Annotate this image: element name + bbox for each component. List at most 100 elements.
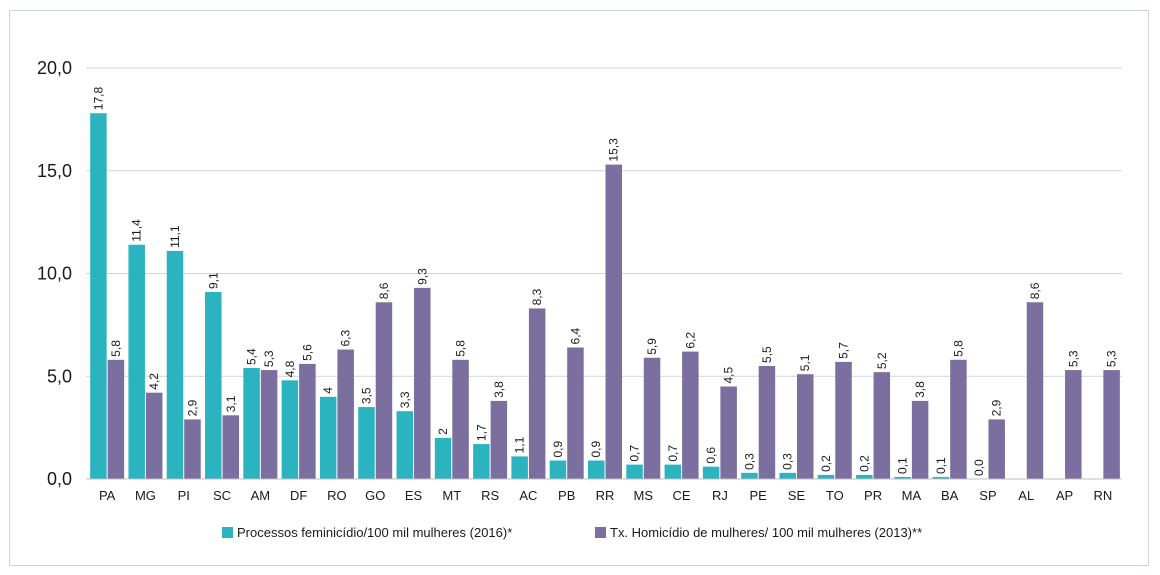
x-tick-label: CE (673, 488, 691, 503)
x-tick-label: MG (135, 488, 156, 503)
data-label: 0,1 (934, 457, 948, 474)
x-tick-label: BA (941, 488, 959, 503)
data-label: 5,1 (798, 354, 812, 371)
data-label: 3,8 (913, 381, 927, 398)
data-label: 17,8 (91, 87, 105, 111)
x-tick-label: ES (405, 488, 423, 503)
data-label: 6,4 (568, 327, 582, 344)
data-label: 5,3 (262, 350, 276, 367)
legend-swatch-homicidio (595, 527, 606, 538)
bar-homicidio-PA (107, 359, 125, 479)
y-tick-label: 15,0 (37, 161, 72, 181)
bar-feminicidio-SE (779, 472, 796, 479)
data-label: 5,2 (875, 352, 889, 369)
data-label: 8,6 (1028, 282, 1042, 299)
data-label: 11,1 (168, 225, 182, 248)
bar-feminicidio-PI (166, 250, 184, 479)
bar-feminicidio-PE (741, 472, 758, 479)
data-label: 3,3 (398, 391, 412, 408)
bar-feminicidio-GO (358, 407, 375, 479)
bar-homicidio-AP (1065, 370, 1082, 479)
x-tick-label: PA (99, 488, 116, 503)
x-tick-label: RJ (712, 488, 728, 503)
data-label: 3,5 (359, 387, 373, 404)
bar-feminicidio-DF (281, 380, 299, 479)
legend-label-feminicidio: Processos feminicídio/100 mil mulheres (… (237, 525, 512, 540)
x-tick-label: AC (519, 488, 537, 503)
bar-homicidio-RS (490, 400, 508, 479)
bar-homicidio-MA (911, 400, 929, 479)
data-label: 8,6 (377, 282, 391, 299)
y-tick-label: 0,0 (47, 469, 72, 489)
data-label: 0,7 (666, 445, 680, 462)
data-label: 0,0 (972, 459, 986, 476)
data-label: 4,2 (147, 373, 161, 390)
bar-homicidio-SC (222, 415, 240, 479)
x-tick-label: MT (442, 488, 461, 503)
legend-swatch-feminicidio (222, 527, 233, 538)
bar-homicidio-AC (528, 308, 546, 479)
x-tick-label: PR (864, 488, 882, 503)
data-label: 5,8 (109, 340, 123, 357)
data-label: 5,7 (837, 342, 851, 359)
data-label: 9,3 (415, 268, 429, 285)
bar-feminicidio-AM (243, 368, 260, 479)
bar-feminicidio-RS (473, 444, 490, 479)
data-label: 0,2 (819, 455, 833, 472)
bar-feminicidio-TO (817, 474, 835, 479)
x-tick-label: AM (251, 488, 271, 503)
data-label: 4 (321, 387, 335, 394)
x-tick-label: PI (178, 488, 190, 503)
data-label: 0,9 (589, 440, 603, 457)
bar-homicidio-AL (1026, 302, 1044, 479)
bar-homicidio-AM (260, 370, 278, 479)
data-label: 0,6 (704, 447, 718, 464)
data-label: 4,8 (283, 360, 297, 377)
data-label: 3,1 (224, 395, 238, 412)
bar-homicidio-GO (375, 302, 393, 479)
data-label: 15,3 (607, 138, 621, 162)
data-label: 5,9 (645, 338, 659, 355)
bar-homicidio-PE (758, 365, 776, 479)
data-label: 0,7 (628, 445, 642, 462)
bar-homicidio-MT (452, 359, 469, 479)
x-tick-label: RN (1093, 488, 1112, 503)
data-label: 2,9 (990, 399, 1004, 416)
bar-feminicidio-MG (128, 244, 145, 479)
x-tick-label: SP (979, 488, 996, 503)
data-label: 5,8 (454, 340, 468, 357)
x-tick-label: AL (1018, 488, 1034, 503)
bar-homicidio-BA (950, 359, 967, 479)
x-tick-label: PE (750, 488, 768, 503)
data-label: 0,9 (551, 440, 565, 457)
data-label: 2,9 (185, 399, 199, 416)
data-label: 5,3 (1105, 350, 1119, 367)
y-tick-label: 5,0 (47, 366, 72, 386)
x-tick-label: MA (902, 488, 922, 503)
x-tick-label: GO (365, 488, 385, 503)
bar-feminicidio-RO (319, 396, 337, 479)
bar-homicidio-PR (873, 372, 891, 479)
x-tick-label: DF (290, 488, 307, 503)
x-tick-label: PB (558, 488, 575, 503)
bar-feminicidio-AC (511, 456, 528, 479)
data-label: 5,6 (300, 344, 314, 361)
data-label: 5,3 (1066, 350, 1080, 367)
bar-homicidio-PB (567, 347, 584, 479)
data-label: 8,3 (530, 288, 544, 305)
data-label: 0,3 (742, 453, 756, 470)
x-tick-label: SE (788, 488, 806, 503)
bar-homicidio-RN (1103, 370, 1120, 479)
data-label: 11,4 (130, 219, 144, 242)
x-tick-label: RR (596, 488, 615, 503)
bar-feminicidio-RJ (702, 466, 720, 479)
data-label: 5,8 (951, 340, 965, 357)
data-label: 3,8 (492, 381, 506, 398)
legend-label-homicidio: Tx. Homicídio de mulheres/ 100 mil mulhe… (610, 525, 922, 540)
x-tick-label: SC (213, 488, 231, 503)
bar-feminicidio-CE (664, 464, 682, 479)
bar-feminicidio-RR (588, 460, 605, 479)
data-label: 5,5 (760, 346, 774, 363)
data-label: 4,5 (722, 367, 736, 384)
